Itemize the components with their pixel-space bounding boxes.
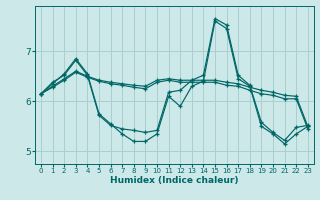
X-axis label: Humidex (Indice chaleur): Humidex (Indice chaleur) bbox=[110, 176, 239, 185]
